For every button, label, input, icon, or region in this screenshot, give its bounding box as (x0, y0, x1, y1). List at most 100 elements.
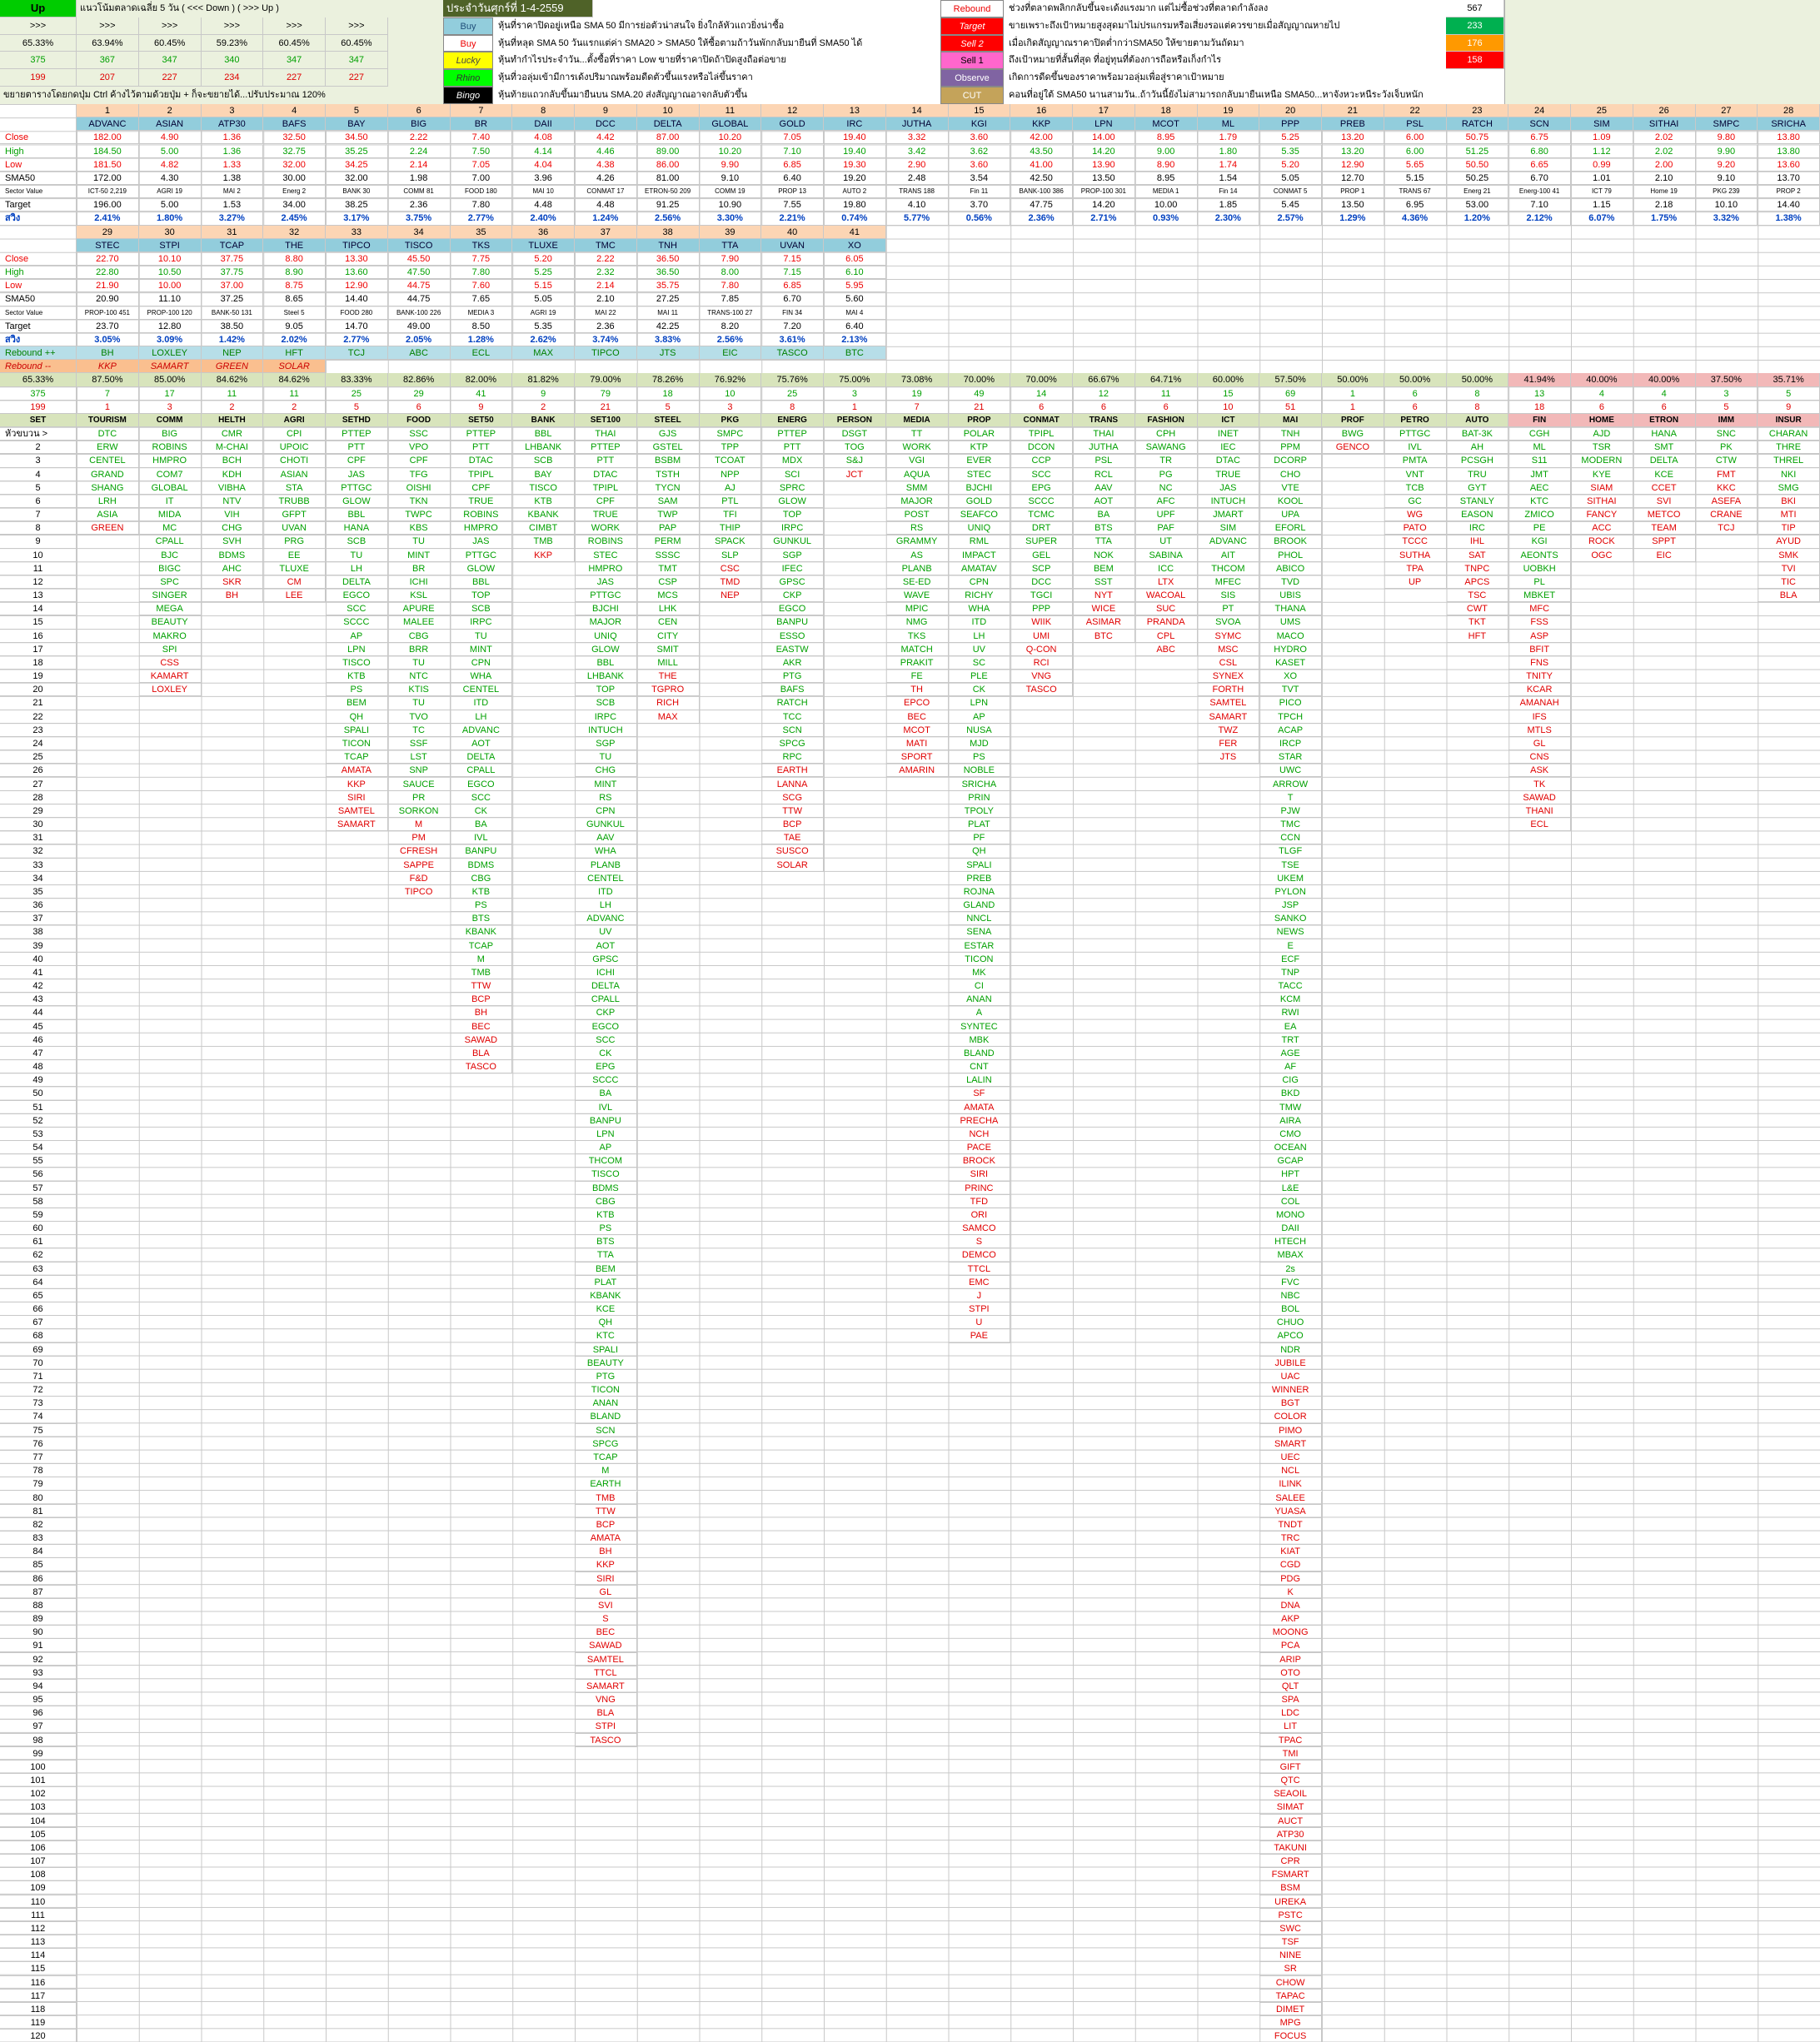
stock-name: MCOT (1134, 117, 1198, 132)
sector-stock: ROJNA (948, 884, 1011, 899)
sector-stock: TRT (1259, 1033, 1322, 1047)
sector-stock: UPOIC (263, 441, 326, 455)
sector-stock: BTS (1073, 521, 1135, 535)
row-number: 96 (0, 1706, 77, 1721)
sector-stock: SCI (761, 467, 824, 481)
sector-stock: DELTA (326, 575, 388, 590)
sector-stock: PHOL (1259, 548, 1322, 562)
sector-stock: PT (1197, 602, 1260, 616)
sector-stock: IMPACT (948, 548, 1011, 562)
sector-stock: MEGA (138, 602, 202, 616)
stock-sma50: 42.50 (1010, 171, 1073, 185)
trend-arrow: >>> (263, 17, 326, 35)
sector-stock: TMW (1259, 1100, 1322, 1114)
sector-stock: KTC (575, 1329, 637, 1343)
sector-stock: TIP (1758, 521, 1820, 535)
sector-stock: CHARAN (1758, 427, 1820, 441)
row-number: 97 (0, 1720, 77, 1734)
stock-close: 6.00 (1384, 131, 1447, 145)
sector-stock: JUBILE (1259, 1356, 1322, 1370)
sector-stock: TFG (387, 467, 451, 481)
sector-stock: ASP (1508, 629, 1571, 643)
sector-stock: TVI (1758, 561, 1820, 575)
sector-stock: 2s (1259, 1262, 1322, 1276)
sector-stock: DELTA (1633, 454, 1696, 468)
stock-close: 50.75 (1446, 131, 1509, 145)
sector-stock: SLP (699, 548, 762, 562)
sector-stock: AGE (1259, 1046, 1322, 1061)
stock-close: 7.90 (699, 252, 762, 266)
row-number: 19 (0, 670, 77, 684)
sector-stock: TISCO (326, 655, 388, 670)
sector-name: FIN (1508, 413, 1571, 428)
row-number: 60 (0, 1222, 77, 1236)
sector-stock: M (387, 818, 451, 832)
stock-high: 4.46 (575, 144, 637, 158)
rebound-stock: GREEN (201, 360, 264, 374)
sector-stock: TISCO (575, 1168, 637, 1182)
sector-stock: TIC (1758, 575, 1820, 590)
sector-stock: BEAUTY (138, 615, 202, 630)
sector-stock: GENCO (1322, 441, 1384, 455)
sector-stock: NTV (201, 494, 264, 509)
sector-stock: ICHI (387, 575, 451, 590)
sector-stock: KCAR (1508, 683, 1571, 697)
stock-sector: TRANS-100 27 (699, 306, 762, 320)
sector-stock: GCAP (1259, 1154, 1322, 1168)
sector-up-count: 11 (263, 386, 326, 401)
sector-stock: TPAC (1259, 1733, 1322, 1747)
sector-stock: HPT (1259, 1168, 1322, 1182)
stock-target: 7.10 (1508, 198, 1571, 212)
sector-stock: TPIPL (450, 467, 513, 481)
sector-stock: TTCL (575, 1666, 637, 1680)
stock-close: 1.09 (1571, 131, 1633, 145)
sector-down-count: 199 (0, 400, 77, 414)
sector-stock: CPF (326, 454, 388, 468)
sector-stock: MFC (1508, 602, 1571, 616)
row-number: 2 (0, 441, 77, 455)
row-number: 47 (0, 1046, 77, 1061)
sector-stock: IRPC (450, 615, 513, 630)
sector-stock: LHK (636, 602, 700, 616)
sector-stock: BH (450, 1006, 513, 1020)
sector-stock: KTP (948, 441, 1011, 455)
sector-stock: PCA (1259, 1639, 1322, 1653)
sector-stock: AS (885, 548, 949, 562)
stock-name: BAFS (263, 117, 326, 132)
sector-down-count: 8 (761, 400, 824, 414)
sector-stock: SIM (1197, 521, 1260, 535)
sector-stock: F&D (387, 871, 451, 885)
stock-number: 21 (1322, 104, 1384, 118)
sector-stock: EGCO (326, 589, 388, 603)
stock-close: 22.70 (77, 252, 139, 266)
sector-stock: EASTW (761, 642, 824, 656)
sector-stock: STA (263, 481, 326, 495)
stock-name: ASIAN (138, 117, 202, 132)
stock-close: 5.25 (1259, 131, 1322, 145)
stock-target: 14.20 (1073, 198, 1135, 212)
sector-up-count: 3 (1695, 386, 1758, 401)
stock-sma50: 27.25 (636, 292, 700, 306)
sector-stock: EMC (948, 1275, 1011, 1289)
sector-stock: PS (575, 1222, 637, 1236)
rebound-stock: TASCO (761, 346, 824, 361)
sector-stock: MAJOR (575, 615, 637, 630)
sector-stock: UV (948, 642, 1011, 656)
sector-stock: EFORL (1259, 521, 1322, 535)
stock-low: 37.00 (201, 279, 264, 293)
sector-stock: SPCG (575, 1437, 637, 1451)
sector-up-count: 13 (1508, 386, 1571, 401)
sector-stock: AOT (575, 939, 637, 953)
sector-stock: BIGC (138, 561, 202, 575)
row-number: 14 (0, 602, 77, 616)
sector-stock: SE-ED (885, 575, 949, 590)
row-number: 68 (0, 1329, 77, 1343)
stock-number: 31 (201, 225, 264, 239)
sector-stock: DTC (77, 427, 139, 441)
sector-stock: CNT (948, 1060, 1011, 1074)
row-label: Target (0, 198, 77, 212)
sector-stock: GLAND (948, 899, 1011, 913)
legend-tag: Buy (443, 34, 493, 52)
sector-stock: NEWS (1259, 925, 1322, 939)
stock-swing: 2.40% (512, 212, 575, 226)
